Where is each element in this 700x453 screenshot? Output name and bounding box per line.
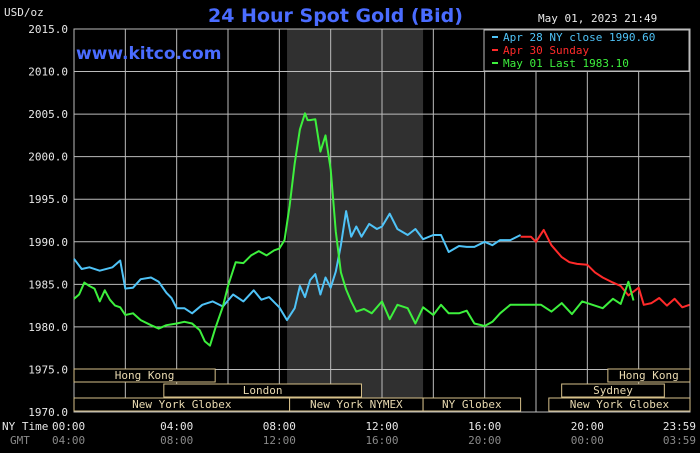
y-tick-label: 2000.0: [28, 151, 68, 164]
session-box: [163, 383, 362, 398]
timestamp: May 01, 2023 21:49: [538, 12, 657, 25]
x-tick-label-gmt: 16:00: [365, 434, 398, 447]
session-label: Hong Kong: [619, 369, 679, 382]
y-tick-label: 2015.0: [28, 23, 68, 36]
x-tick-label-ny: 16:00: [468, 420, 501, 433]
legend-box: [483, 29, 690, 72]
session-box: [73, 368, 216, 383]
ny-time-label: NY Time: [2, 420, 48, 433]
y-tick-label: 1970.0: [28, 406, 68, 419]
x-tick-label-ny: 20:00: [571, 420, 604, 433]
session-label: New York Globex: [132, 398, 232, 411]
legend-entry: May 01 Last 1983.10: [503, 57, 629, 70]
plot-border: [73, 28, 691, 413]
series-line: [520, 228, 690, 309]
y-axis-label: USD/oz: [4, 6, 44, 19]
x-tick-label-gmt: 00:00: [571, 434, 604, 447]
session-label: Sydney: [593, 384, 633, 397]
y-tick-label: 1975.0: [28, 363, 68, 376]
chart-title: 24 Hour Spot Gold (Bid): [208, 5, 463, 27]
session-box: [607, 368, 691, 383]
legend-entry: Apr 28 NY close 1990.60: [503, 31, 655, 44]
series-lines: [73, 112, 690, 347]
x-tick-label-ny: 00:00: [52, 420, 85, 433]
y-tick-label: 2010.0: [28, 66, 68, 79]
x-tick-label-gmt: 20:00: [468, 434, 501, 447]
legend-entry: Apr 30 Sunday: [503, 44, 589, 57]
x-tick-label-ny: 04:00: [160, 420, 193, 433]
x-tick-label-ny: 08:00: [263, 420, 296, 433]
series-line: [73, 112, 635, 347]
series-line: [73, 210, 522, 322]
market-sessions: Hong Kong London New York Globex New York N…: [73, 368, 691, 412]
y-tick-label: 1995.0: [28, 193, 68, 206]
x-tick-label-ny: 12:00: [365, 420, 398, 433]
x-tick-label-ny: 23:59: [663, 420, 696, 433]
session-label: London: [243, 384, 283, 397]
y-tick-label: 1980.0: [28, 321, 68, 334]
y-tick-label: 1990.0: [28, 236, 68, 249]
session-box: [548, 397, 691, 412]
shaded-region: [287, 29, 424, 412]
y-tick-label: 2005.0: [28, 108, 68, 121]
grid: [73, 28, 691, 413]
session-box: [422, 397, 522, 412]
y-tick-label: 1985.0: [28, 278, 68, 291]
session-label: Hong Kong: [115, 369, 175, 382]
shaded-session-band: [287, 29, 424, 412]
axes: USD/oz NY Time GMT 1970.0 1975.0 1980.0 198…: [2, 6, 696, 447]
session-label: New York Globex: [570, 398, 670, 411]
x-tick-label-gmt: 04:00: [52, 434, 85, 447]
session-label: New York NYMEX: [310, 398, 403, 411]
website-label: www.kitco.com: [76, 44, 221, 64]
x-tick-label-gmt: 03:59: [663, 434, 696, 447]
session-label: NY Globex: [442, 398, 502, 411]
session-box: [561, 383, 665, 398]
x-tick-label-gmt: 08:00: [160, 434, 193, 447]
gmt-label: GMT: [10, 434, 30, 447]
x-tick-label-gmt: 12:00: [263, 434, 296, 447]
